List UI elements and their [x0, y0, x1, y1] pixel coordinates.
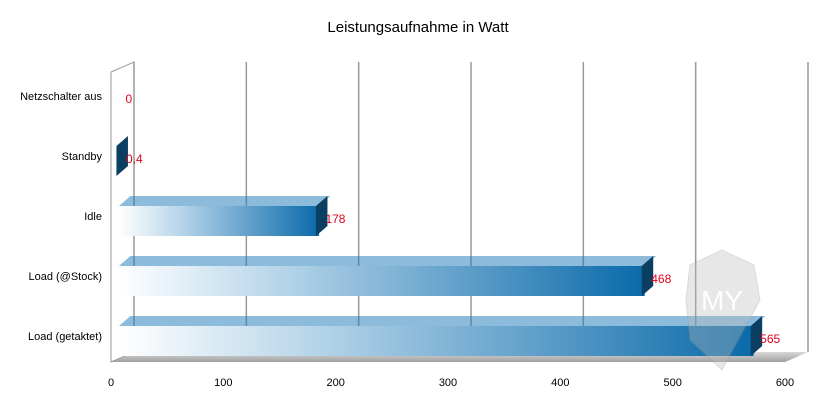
y-category-label: Netzschalter aus [20, 91, 102, 103]
bar [119, 326, 754, 356]
value-label: 468 [651, 272, 671, 286]
bar-end [750, 316, 763, 356]
value-label: 178 [325, 212, 345, 226]
y-category-label: Idle [84, 211, 102, 223]
x-tick-label: 400 [551, 377, 569, 389]
x-tick-label: 200 [326, 377, 344, 389]
y-category-label: Load (getaktet) [28, 331, 102, 343]
x-tick-label: 100 [214, 377, 232, 389]
svg-text:MY: MY [701, 285, 743, 316]
x-tick-label: 300 [439, 377, 457, 389]
bar-end [641, 256, 654, 296]
x-tick-label: 600 [776, 377, 794, 389]
bar-end [315, 196, 328, 236]
value-label: 565 [760, 332, 780, 346]
bar-top [119, 256, 657, 266]
value-label: 0,4 [126, 152, 143, 166]
chart-title: Leistungsaufnahme in Watt [327, 19, 509, 36]
x-tick-label: 0 [108, 377, 114, 389]
bar-end [116, 136, 128, 176]
bar-top [119, 196, 331, 206]
x-tick-label: 500 [663, 377, 681, 389]
value-label: 0 [126, 92, 133, 106]
bar [119, 266, 645, 296]
y-category-label: Load (@Stock) [28, 271, 102, 283]
bar-top [119, 316, 766, 326]
bar [119, 206, 319, 236]
watermark-logo: MY [685, 249, 761, 371]
y-category-label: Standby [62, 151, 103, 163]
